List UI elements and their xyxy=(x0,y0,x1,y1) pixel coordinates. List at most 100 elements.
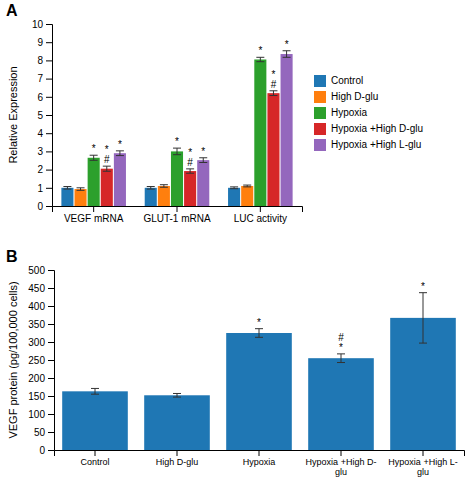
tick: 250 xyxy=(28,355,54,366)
error-bar xyxy=(230,187,238,189)
tick-mark xyxy=(95,450,96,456)
tick: Hypoxia +High D-glu xyxy=(306,450,377,477)
annotation: * xyxy=(272,69,276,80)
error-bar xyxy=(186,169,194,173)
bar xyxy=(101,169,113,206)
axis-line xyxy=(53,207,303,213)
tick: 400 xyxy=(28,301,54,312)
bar xyxy=(281,54,293,206)
tick-mark xyxy=(48,306,54,307)
annotation: * xyxy=(92,143,96,154)
tick: 4 xyxy=(37,128,52,139)
x-axis: VEGF mRNAGLUT-1 mRNALUC activity xyxy=(53,206,303,224)
legend-label: Control xyxy=(331,75,363,86)
panel-label: A xyxy=(6,2,18,19)
tick-label: Hypoxia xyxy=(243,457,276,467)
tick-label: 0 xyxy=(39,445,45,456)
tick-label: GLUT-1 mRNA xyxy=(143,213,211,224)
tick-mark xyxy=(259,450,260,456)
bar xyxy=(88,158,100,206)
bar xyxy=(254,59,266,206)
tick: 0 xyxy=(37,201,52,212)
tick-mark xyxy=(48,414,54,415)
tick-label: 6 xyxy=(37,92,43,103)
tick: 7 xyxy=(37,73,52,84)
legend-item: Hypoxia xyxy=(314,107,368,119)
annotation: # xyxy=(104,154,110,165)
tick: 6 xyxy=(37,92,52,103)
axis-line xyxy=(55,451,465,457)
tick-mark xyxy=(46,115,52,116)
tick-mark xyxy=(423,450,424,456)
error-bar xyxy=(337,354,345,363)
legend-label: Hypoxia xyxy=(331,107,368,118)
error-bar xyxy=(243,185,251,187)
tick-mark xyxy=(48,342,54,343)
panel: VEGF mRNAGLUT-1 mRNALUC activity01234567… xyxy=(7,19,423,224)
axis-line xyxy=(48,271,55,451)
tick-label: 8 xyxy=(37,55,43,66)
tick: 2 xyxy=(37,164,52,175)
tick-label: 450 xyxy=(28,283,45,294)
bar xyxy=(197,160,209,206)
bar xyxy=(241,186,253,206)
tick-label-line: GLUT-1 mRNA xyxy=(143,213,211,224)
tick-label-line: Control xyxy=(80,457,109,467)
bar xyxy=(62,391,128,450)
tick-label: High D-glu xyxy=(156,457,199,467)
tick-mark xyxy=(177,206,178,212)
legend-swatch xyxy=(314,139,326,151)
tick-mark xyxy=(46,60,52,61)
tick: 500 xyxy=(28,265,54,276)
tick-mark xyxy=(46,79,52,80)
tick-label: 3 xyxy=(37,146,43,157)
tick: 200 xyxy=(28,373,54,384)
legend-item: Hypoxia +High L-glu xyxy=(314,139,421,151)
bar xyxy=(75,189,87,206)
error-bar xyxy=(160,185,168,188)
legend-swatch xyxy=(314,91,326,103)
legend-swatch xyxy=(314,123,326,135)
tick-mark xyxy=(48,324,54,325)
tick: 5 xyxy=(37,110,52,121)
tick-mark xyxy=(46,206,52,207)
tick: Control xyxy=(80,450,109,467)
annotation: * xyxy=(421,281,425,292)
legend-label: Hypoxia +High D-glu xyxy=(331,123,423,134)
tick-mark xyxy=(260,206,261,212)
panel-label: B xyxy=(6,248,18,265)
tick-mark xyxy=(48,432,54,433)
tick-label: 10 xyxy=(32,19,44,30)
annotation: # xyxy=(338,332,344,343)
annotation: # xyxy=(187,157,193,168)
axis-line xyxy=(46,25,53,207)
error-bar xyxy=(103,166,111,171)
tick-label-line: High D-glu xyxy=(156,457,199,467)
bar xyxy=(184,171,196,206)
tick-label: 150 xyxy=(28,391,45,402)
tick-label: 100 xyxy=(28,409,45,420)
error-bar xyxy=(255,329,263,338)
legend-swatch xyxy=(314,107,326,119)
tick-label: VEGF mRNA xyxy=(64,213,124,224)
y-axis: 012345678910 xyxy=(32,19,53,212)
tick: 50 xyxy=(34,427,54,438)
error-bar xyxy=(90,155,98,160)
legend-label: Hypoxia +High L-glu xyxy=(331,139,421,150)
bar xyxy=(226,333,292,450)
tick: 9 xyxy=(37,37,52,48)
x-axis: Control High D-glu Hypoxia Hypoxia +High D-… xyxy=(55,450,465,477)
bar xyxy=(308,358,374,450)
tick: 100 xyxy=(28,409,54,420)
error-bar xyxy=(419,293,427,343)
tick-mark xyxy=(48,450,54,451)
tick-label-line: Hypoxia +High D- xyxy=(306,457,377,467)
tick: 450 xyxy=(28,283,54,294)
bar xyxy=(267,93,279,206)
legend: ControlHigh D-gluHypoxiaHypoxia +High D-… xyxy=(314,75,423,151)
tick: 0 xyxy=(39,445,54,456)
bar xyxy=(144,395,210,450)
tick-mark xyxy=(46,97,52,98)
error-bar xyxy=(256,57,264,61)
bar xyxy=(171,151,183,206)
